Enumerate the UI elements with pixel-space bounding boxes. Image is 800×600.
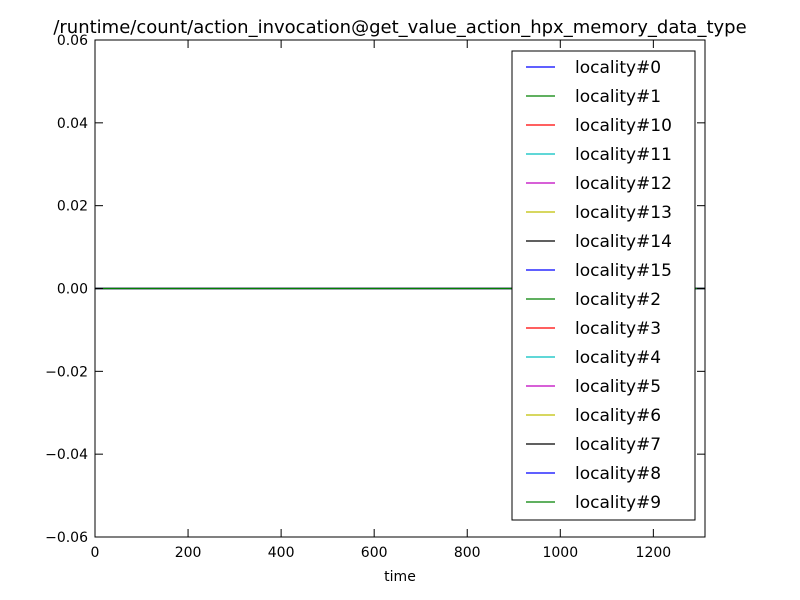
x-axis-label: time [384,569,416,585]
y-tick-label: 0.04 [57,116,88,132]
legend-label: locality#0 [575,58,661,78]
legend: locality#0 locality#1 locality#10 locality#… [511,50,696,521]
y-tick-label: −0.02 [45,364,88,380]
x-tick-label: 400 [268,545,295,561]
x-tick-label: 800 [454,545,481,561]
chart-title: /runtime/count/action_invocation@get_val… [53,17,746,38]
x-tick-label: 0 [91,545,100,561]
legend-label: locality#10 [575,116,672,136]
x-tick-label: 600 [361,545,388,561]
legend-label: locality#12 [575,174,672,194]
legend-label: locality#1 [575,87,661,107]
x-tick-label: 1200 [636,545,672,561]
legend-label: locality#3 [575,319,661,339]
x-tick-label: 200 [175,545,202,561]
legend-label: locality#7 [575,435,661,455]
legend-label: locality#11 [575,145,672,165]
axes-layer: 0 200 400 600 800 1000 1200 0.06 0.04 0.02 0.00 −0.… [45,33,706,561]
y-tick-label: −0.04 [45,447,88,463]
legend-label: locality#15 [575,261,672,281]
y-tick-label: 0.06 [57,33,88,49]
y-tick-label: 0.00 [57,282,88,298]
legend-label: locality#9 [575,493,661,513]
legend-label: locality#14 [575,232,672,252]
legend-label: locality#5 [575,377,661,397]
y-tick-label: −0.06 [45,530,88,546]
legend-label: locality#8 [575,464,661,484]
legend-label: locality#13 [575,203,672,223]
x-tick-label: 1000 [542,545,578,561]
legend-label: locality#4 [575,348,661,368]
y-tick-label: 0.02 [57,199,88,215]
legend-label: locality#2 [575,290,661,310]
legend-box [511,50,696,521]
legend-label: locality#6 [575,406,661,426]
